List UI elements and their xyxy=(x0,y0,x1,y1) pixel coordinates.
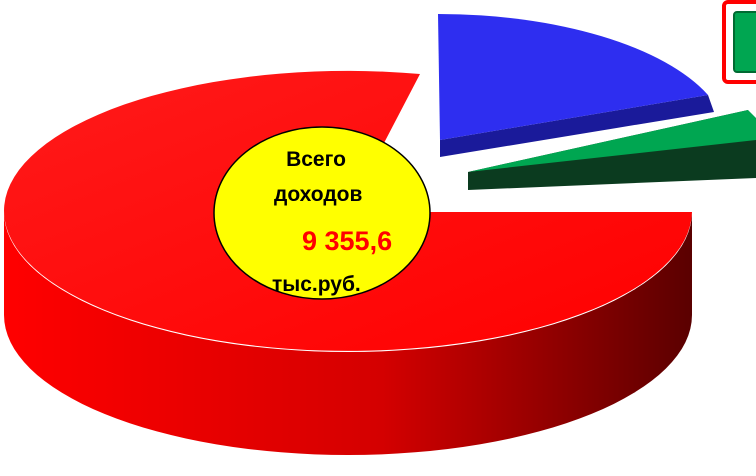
callout-inner xyxy=(733,11,756,73)
pie-slice-green xyxy=(468,110,756,172)
pie-slice-blue-side xyxy=(440,95,714,157)
pie-slice-red-side xyxy=(4,212,692,455)
center-label-line1: Всего xyxy=(286,148,346,171)
pie-slice-blue xyxy=(438,13,708,141)
total-income-unit: тыс.руб. xyxy=(272,273,361,296)
center-ellipse xyxy=(213,126,431,300)
center-label-line2: доходов xyxy=(274,183,363,206)
center-label: Всего доходов 9 355,6 тыс.руб. xyxy=(212,128,408,298)
total-income-value: 9 355,6 xyxy=(302,226,393,256)
